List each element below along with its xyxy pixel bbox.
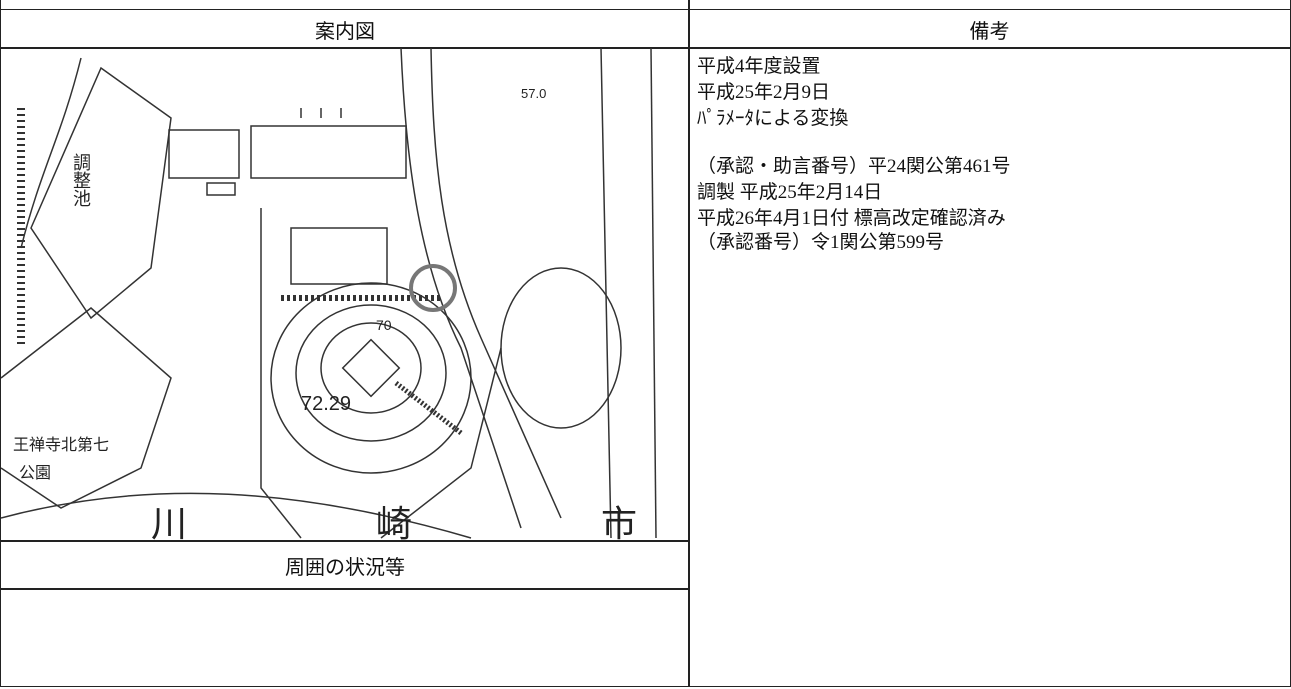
map-header: 案内図	[0, 9, 690, 49]
remark-line: 平成4年度設置	[697, 56, 821, 77]
map-label: 調整池	[71, 153, 91, 207]
remark-line: 調製 平成25年2月14日	[697, 182, 883, 203]
surroundings-header: 周囲の状況等	[0, 540, 690, 590]
map-label: 川	[151, 503, 187, 540]
remark-line: ﾊﾟﾗﾒｰﾀによる変換	[697, 108, 849, 129]
surroundings-cell	[0, 588, 690, 687]
map-label: 市	[601, 503, 637, 540]
map: 57.0 70 72.29 調整池 王禅寺北第七 公園 川 崎 市	[1, 48, 657, 541]
map-label: 公園	[19, 465, 51, 482]
map-label: 72.29	[301, 393, 351, 415]
map-label: 57.0	[521, 86, 546, 101]
remarks-group: 平成4年度設置 平成25年2月9日 ﾊﾟﾗﾒｰﾀによる変換	[697, 54, 1282, 132]
map-label: 王禅寺北第七	[13, 436, 109, 454]
remarks-header: 備考	[688, 9, 1291, 49]
point-marker	[409, 264, 457, 312]
map-cell: 57.0 70 72.29 調整池 王禅寺北第七 公園 川 崎 市	[0, 47, 690, 542]
remark-line: （承認・助言番号）平24関公第461号	[697, 156, 1011, 177]
map-label: 崎	[376, 503, 412, 540]
remark-line: 平成25年2月9日	[697, 82, 831, 103]
remark-line: 平成26年4月1日付 標高改定確認済み	[697, 208, 1006, 229]
map-label: 70	[376, 317, 392, 333]
remarks-group: （承認・助言番号）平24関公第461号 調製 平成25年2月14日 平成26年4…	[697, 154, 1282, 254]
remarks-cell: 平成4年度設置 平成25年2月9日 ﾊﾟﾗﾒｰﾀによる変換 （承認・助言番号）平…	[688, 47, 1291, 687]
remark-line: （承認番号）令1関公第599号	[697, 232, 945, 253]
